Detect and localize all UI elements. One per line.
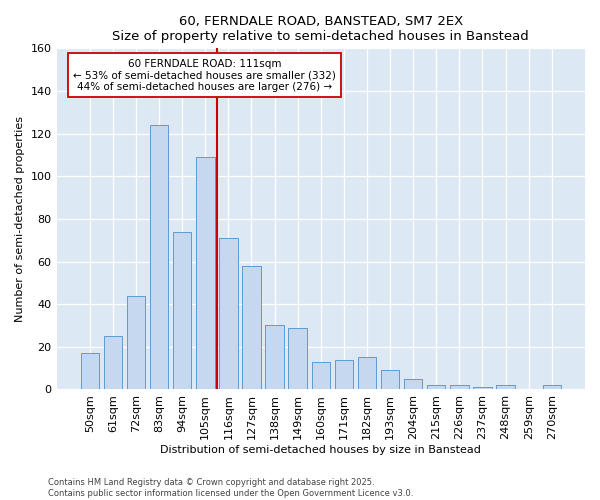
Bar (219, 238, 238, 390)
Bar (450, 385, 469, 390)
Bar (473, 388, 491, 390)
Bar (542, 385, 561, 390)
Bar (404, 379, 422, 390)
Bar (104, 336, 122, 390)
Bar (80, 353, 99, 390)
Bar (381, 370, 400, 390)
Bar (289, 328, 307, 390)
Bar (427, 385, 445, 390)
Bar (127, 296, 145, 390)
Bar (150, 125, 169, 390)
Y-axis label: Number of semi-detached properties: Number of semi-detached properties (15, 116, 25, 322)
Bar (335, 360, 353, 390)
Bar (265, 326, 284, 390)
Text: Contains HM Land Registry data © Crown copyright and database right 2025.
Contai: Contains HM Land Registry data © Crown c… (48, 478, 413, 498)
Bar (358, 358, 376, 390)
Bar (311, 362, 330, 390)
Bar (496, 385, 515, 390)
X-axis label: Distribution of semi-detached houses by size in Banstead: Distribution of semi-detached houses by … (160, 445, 481, 455)
Bar (242, 266, 261, 390)
Bar (196, 157, 215, 390)
Bar (173, 232, 191, 390)
Title: 60, FERNDALE ROAD, BANSTEAD, SM7 2EX
Size of property relative to semi-detached : 60, FERNDALE ROAD, BANSTEAD, SM7 2EX Siz… (112, 15, 529, 43)
Text: 60 FERNDALE ROAD: 111sqm
← 53% of semi-detached houses are smaller (332)
44% of : 60 FERNDALE ROAD: 111sqm ← 53% of semi-d… (73, 58, 336, 92)
